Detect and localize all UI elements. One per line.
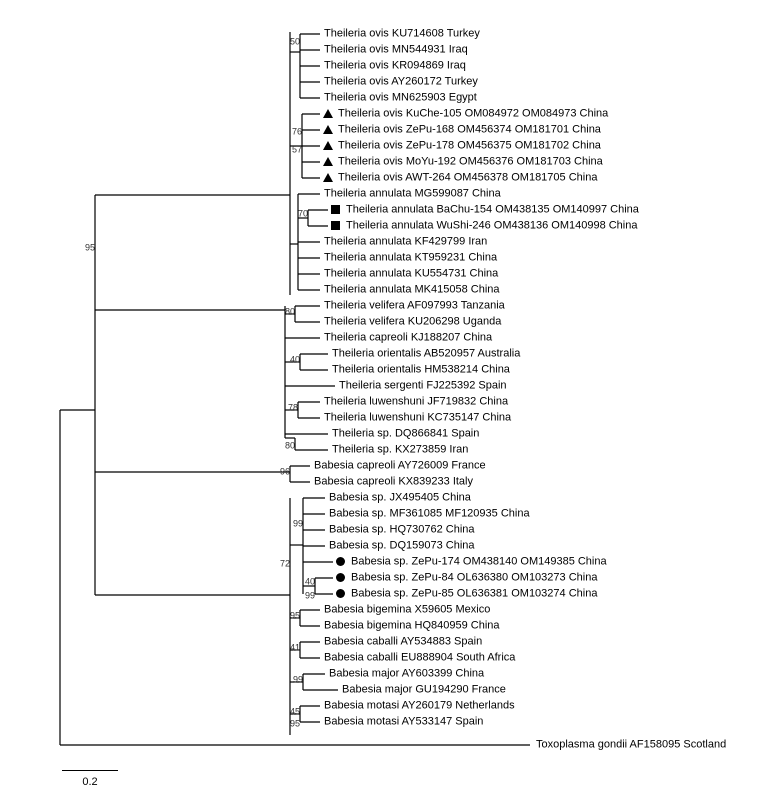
- tip-label: Theileria annulata KF429799 Iran: [324, 237, 487, 248]
- triangle-marker-icon: [323, 157, 333, 167]
- tip-label: Theileria sp. DQ866841 Spain: [332, 429, 479, 440]
- tip-label: Theileria ovis MN625903 Egypt: [324, 93, 477, 104]
- tip-label: Babesia sp. MF361085 MF120935 China: [329, 509, 530, 520]
- triangle-marker-icon: [323, 173, 333, 183]
- node-confidence: 70: [298, 210, 308, 219]
- triangle-marker-icon: [323, 109, 333, 119]
- tip-label: Babesia sp. ZePu-85 OL636381 OM103274 Ch…: [351, 589, 597, 600]
- tip-label: Babesia caballi AY534883 Spain: [324, 637, 482, 648]
- node-confidence: 96: [280, 468, 290, 477]
- tip-label: Babesia capreoli AY726009 France: [314, 461, 486, 472]
- square-marker-icon: [331, 205, 341, 215]
- node-confidence: 76: [292, 128, 302, 137]
- node-confidence: 45: [290, 708, 300, 717]
- tip-label: Theileria velifera AF097993 Tanzania: [324, 301, 505, 312]
- tip-label: Theileria orientalis HM538214 China: [332, 365, 510, 376]
- node-confidence: 41: [290, 644, 300, 653]
- tip-label: Theileria ovis KR094869 Iraq: [324, 61, 466, 72]
- node-confidence: 80: [285, 308, 295, 317]
- tip-label: Babesia motasi AY260179 Netherlands: [324, 701, 515, 712]
- tip-label: Babesia sp. DQ159073 China: [329, 541, 475, 552]
- tip-label: Babesia capreoli KX839233 Italy: [314, 477, 473, 488]
- node-confidence: 95: [290, 612, 300, 621]
- tip-label: Theileria luwenshuni KC735147 China: [324, 413, 511, 424]
- node-confidence: 95: [290, 720, 300, 729]
- scale-bar-label: 0.2: [82, 776, 97, 788]
- tip-label: Theileria annulata WuShi-246 OM438136 OM…: [346, 221, 637, 232]
- node-confidence: 95: [85, 244, 95, 253]
- tip-label: Theileria ovis ZePu-168 OM456374 OM18170…: [338, 125, 601, 136]
- node-confidence: 99: [305, 592, 315, 601]
- tip-label: Theileria sergenti FJ225392 Spain: [339, 381, 507, 392]
- tip-label: Babesia sp. ZePu-174 OM438140 OM149385 C…: [351, 557, 607, 568]
- tip-label: Babesia motasi AY533147 Spain: [324, 717, 483, 728]
- tip-label: Theileria velifera KU206298 Uganda: [324, 317, 501, 328]
- tip-label: Babesia sp. JX495405 China: [329, 493, 471, 504]
- tip-label: Toxoplasma gondii AF158095 Scotland: [536, 740, 726, 751]
- tip-label: Babesia bigemina X59605 Mexico: [324, 605, 490, 616]
- tip-label: Theileria annulata BaChu-154 OM438135 OM…: [346, 205, 639, 216]
- tip-label: Theileria annulata KT959231 China: [324, 253, 497, 264]
- tip-label: Theileria annulata MK415058 China: [324, 285, 500, 296]
- triangle-marker-icon: [323, 125, 333, 135]
- circle-marker-icon: [336, 573, 346, 583]
- circle-marker-icon: [336, 557, 346, 567]
- node-confidence: 99: [293, 520, 303, 529]
- node-confidence: 40: [290, 356, 300, 365]
- tip-label: Babesia sp. HQ730762 China: [329, 525, 475, 536]
- triangle-marker-icon: [323, 141, 333, 151]
- node-confidence: 40: [305, 578, 315, 587]
- tip-label: Theileria capreoli KJ188207 China: [324, 333, 492, 344]
- tip-label: Babesia sp. ZePu-84 OL636380 OM103273 Ch…: [351, 573, 597, 584]
- phylo-tree-figure: Theileria ovis KU714608 Turkey Theileria …: [0, 0, 773, 803]
- tip-label: Theileria ovis KuChe-105 OM084972 OM0849…: [338, 109, 608, 120]
- square-marker-icon: [331, 221, 341, 231]
- tip-label: Theileria ovis AY260172 Turkey: [324, 77, 478, 88]
- circle-marker-icon: [336, 589, 346, 599]
- tip-label: Babesia bigemina HQ840959 China: [324, 621, 500, 632]
- tip-label: Theileria ovis AWT-264 OM456378 OM181705…: [338, 173, 597, 184]
- node-confidence: 78: [288, 404, 298, 413]
- tip-label: Theileria ovis KU714608 Turkey: [324, 29, 480, 40]
- node-confidence: 50: [290, 38, 300, 47]
- tip-label: Theileria luwenshuni JF719832 China: [324, 397, 508, 408]
- tip-label: Theileria ovis MN544931 Iraq: [324, 45, 468, 56]
- tip-label: Theileria sp. KX273859 Iran: [332, 445, 468, 456]
- tip-label: Babesia major GU194290 France: [342, 685, 506, 696]
- tip-label: Theileria ovis ZePu-178 OM456375 OM18170…: [338, 141, 601, 152]
- node-confidence: 57: [292, 146, 302, 155]
- tip-label: Theileria annulata KU554731 China: [324, 269, 498, 280]
- tip-label: Theileria annulata MG599087 China: [324, 189, 501, 200]
- tip-label: Babesia major AY603399 China: [329, 669, 484, 680]
- tip-label: Theileria ovis MoYu-192 OM456376 OM18170…: [338, 157, 603, 168]
- node-confidence: 80: [285, 442, 295, 451]
- node-confidence: 99: [293, 676, 303, 685]
- node-confidence: 72: [280, 560, 290, 569]
- tip-label: Babesia caballi EU888904 South Africa: [324, 653, 515, 664]
- tip-label: Theileria orientalis AB520957 Australia: [332, 349, 520, 360]
- scale-bar: [62, 770, 118, 771]
